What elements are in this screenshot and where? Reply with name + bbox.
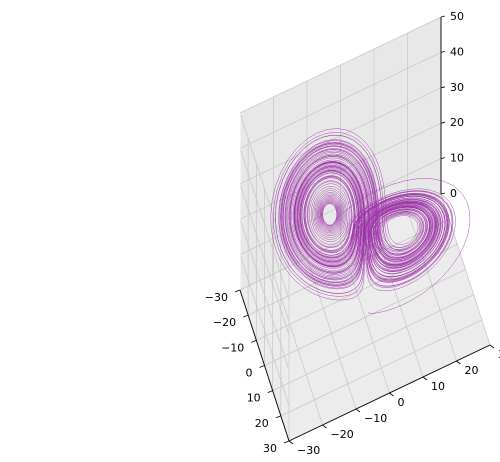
y-tick-label: 10 (431, 380, 445, 393)
gridline-wall-z-left (239, 254, 290, 406)
gridline-wall-z-right (239, 16, 442, 114)
x-tick-label: 20 (255, 417, 269, 430)
z-tick-label: 50 (450, 10, 464, 23)
x-tick-label: −30 (205, 291, 228, 304)
x-tick-label: 10 (247, 392, 261, 405)
y-tick-mark (489, 344, 495, 349)
y-tick-label: 30 (498, 348, 500, 361)
z-tick-label: 0 (450, 187, 457, 200)
z-tick-mark (440, 121, 446, 124)
z-tick-mark (440, 51, 446, 53)
gridline-wall-z-right (239, 52, 442, 149)
y-tick-mark (355, 408, 361, 413)
z-tick-label: 30 (450, 81, 464, 94)
x-tick-mark (283, 440, 290, 444)
y-tick-label: 20 (465, 364, 479, 377)
attractor-series (270, 128, 471, 314)
gridline-wall-z-left (239, 148, 290, 300)
y-tick-mark (288, 440, 294, 445)
z-tick-mark (440, 157, 446, 159)
x-tick-label: −10 (221, 341, 244, 354)
gridline-wall-z-left (239, 183, 290, 335)
y-tick-label: −10 (364, 412, 387, 425)
attractor-trajectory-line (270, 128, 471, 314)
x-tick-mark (267, 390, 273, 394)
gridline-wall-z-right (239, 158, 442, 255)
y-tick-mark (389, 392, 394, 397)
y-tick-mark (456, 360, 461, 365)
x-tick-mark (275, 415, 281, 419)
y-tick-mark (422, 376, 428, 381)
z-tick-label: 20 (450, 116, 464, 129)
axes-grid (239, 16, 491, 442)
x-tick-label: 0 (246, 367, 253, 380)
y-tick-label: −30 (297, 444, 320, 457)
axis-ticks: −30−20−100102030−30−20−10010203001020304… (205, 10, 500, 457)
y-tick-label: 0 (398, 396, 405, 409)
z-tick-label: 40 (450, 45, 464, 58)
x-tick-label: 30 (263, 442, 277, 455)
x-tick-label: −20 (213, 316, 236, 329)
x-tick-mark (259, 365, 265, 368)
z-tick-label: 10 (450, 152, 464, 165)
z-tick-mark (440, 192, 446, 195)
x-tick-mark (243, 314, 249, 318)
y-tick-mark (322, 424, 327, 429)
gridline-floor-y (273, 273, 323, 426)
x-tick-mark (251, 339, 257, 343)
y-tick-label: −20 (331, 428, 354, 441)
x-tick-mark (234, 289, 241, 293)
z-tick-mark (440, 15, 446, 18)
z-tick-mark (440, 86, 446, 89)
gridline-wall-z-left (239, 112, 290, 265)
gridline-wall-z-left (239, 219, 290, 371)
